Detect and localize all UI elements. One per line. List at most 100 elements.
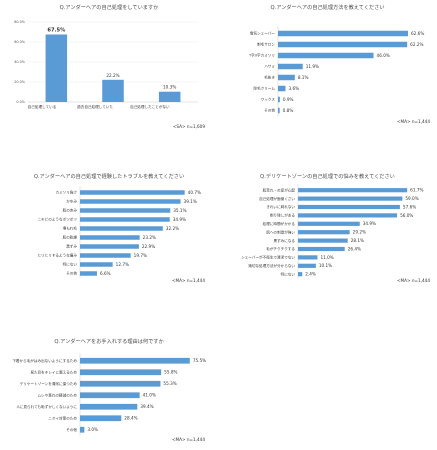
category-label: デリケートゾーンを清潔に保つため — [20, 381, 78, 386]
bar-value-label: 26.4% — [348, 246, 361, 251]
category-label: 肌の赤み — [63, 208, 78, 213]
y-tick-label: 60.0% — [14, 40, 26, 44]
bar — [80, 226, 163, 231]
chart-title: Q.デリケートゾーンの自己処理での悩みを教えてください — [260, 172, 395, 180]
category-label: 特にない — [281, 271, 296, 276]
bar-value-label: 34.9% — [173, 217, 186, 222]
category-label: ワックス — [261, 97, 276, 102]
bar — [80, 415, 122, 422]
bar-value-label: 29.2% — [353, 230, 366, 235]
bar — [80, 208, 171, 213]
bar — [298, 238, 348, 243]
bar — [278, 52, 374, 59]
bar-value-label: 8.1% — [298, 75, 309, 80]
bar — [80, 357, 190, 364]
bar — [278, 96, 280, 103]
bar-value-label: 62.2% — [410, 42, 423, 47]
bar — [298, 213, 398, 218]
category-label: その他 — [66, 427, 77, 432]
bar-value-label: 10.1% — [319, 263, 332, 268]
bar-value-label: 46.0% — [377, 53, 390, 58]
category-label: シェーバーが不衛生で清潔でない — [241, 255, 295, 260]
bar-value-label: 19.7% — [134, 253, 147, 258]
bar-value-label: 35.1% — [173, 208, 186, 213]
sample-note: <MA> n=1,444 — [172, 437, 205, 442]
y-tick-label: 40.0% — [14, 60, 26, 64]
bar — [278, 74, 295, 81]
category-label: ハサミ — [264, 64, 275, 69]
bar-value-label: 59.0% — [405, 196, 418, 201]
bar-value-label: 11.9% — [306, 64, 319, 69]
bar — [80, 426, 85, 433]
bar-value-label: 61.7% — [410, 188, 423, 193]
category-label: ヒリヒリするような痛み — [37, 253, 77, 258]
bar-value-label: 32.2% — [166, 226, 179, 231]
category-label: T字/I字カミソリ — [248, 53, 275, 58]
category-label: ニキビのようなポツポツ — [37, 217, 77, 222]
bar — [298, 221, 360, 226]
bar — [80, 403, 138, 410]
bar — [278, 41, 408, 48]
bar — [158, 91, 181, 102]
bar — [298, 255, 318, 260]
bar-value-label: 3.0% — [87, 427, 98, 432]
bar — [298, 196, 403, 201]
bar-value-label: 22.9% — [142, 244, 155, 249]
chart-1: Q.アンダーヘアの自己処理をしていますか 0.0% 20.0% 40.0% 60.0% 8… — [14, 3, 205, 129]
category-label: 肌への刺激が強い — [266, 229, 295, 234]
category-label: 毛がチクチクする — [266, 246, 295, 251]
category-label: 処理に時間がかかる — [263, 221, 296, 226]
bar-value-label: 23.2% — [143, 235, 156, 240]
category-label: 下着から毛がはみ出ないようにするため — [12, 358, 77, 363]
category-label: 適切な処理方法が分からない — [248, 263, 295, 268]
bar-value-label: 0.8% — [283, 108, 294, 113]
y-tick-label: 20.0% — [14, 80, 26, 84]
category-label: 黒ずみ — [66, 244, 77, 249]
sample-note: <MA> n=1,444 — [172, 278, 205, 283]
chart-title: Q.アンダーヘアの自己処理をしていますか — [60, 3, 159, 11]
bar — [298, 272, 303, 277]
chart-title: Q.アンダーヘアをお手入れする理由は何ですか — [54, 337, 163, 345]
bar-value-label: 41.0% — [143, 393, 156, 398]
bar-value-label: 28.4% — [124, 416, 137, 421]
bar-value-label: 55.3% — [163, 381, 176, 386]
sample-note: <MA> n=1,444 — [397, 119, 430, 124]
category-label: 剃毛サロン — [257, 42, 275, 47]
bar — [80, 369, 162, 376]
sample-note: <MA> n=1,444 — [397, 278, 430, 283]
bar — [80, 262, 113, 267]
bar-value-label: 11.0% — [320, 255, 333, 260]
bar-value-label: 34.9% — [363, 221, 376, 226]
x-tick-label: 自己処理したことがない — [130, 104, 170, 109]
y-tick-label: 80.0% — [14, 20, 26, 24]
bar-value-label: 28.1% — [351, 238, 364, 243]
category-label: その他 — [66, 271, 77, 276]
bar — [298, 246, 345, 252]
category-label: ニオイ対策のため — [48, 415, 77, 420]
bar — [80, 244, 139, 249]
sample-note: <SA> n=1,609 — [173, 124, 205, 129]
bar-value-label: 56.0% — [400, 213, 413, 218]
bar-value-label: 0.9% — [283, 97, 294, 102]
bar-value-label: 62.6% — [411, 31, 424, 36]
chart-title: Q.アンダーヘアの自己処理で経験したトラブルを教えてください — [34, 172, 184, 180]
bar — [278, 85, 286, 92]
category-label: 特にない — [63, 262, 78, 267]
y-tick-label: 0.0% — [16, 100, 25, 104]
bar-value-label: 55.8% — [164, 370, 177, 375]
bar — [298, 230, 350, 235]
x-tick-label: 過去自己処理していた — [77, 104, 113, 109]
bar-value-label: 2.4% — [305, 272, 316, 277]
bar-value-label: 12.7% — [116, 262, 129, 267]
category-label: 剃り残しがある — [270, 213, 296, 218]
bar-value-label: 39.1% — [184, 199, 197, 204]
category-label: ムレや蒸れの軽減のため — [37, 392, 77, 397]
chart-title: Q.アンダーヘアの自己処理方法を教えてください — [270, 3, 384, 11]
bar — [45, 34, 68, 102]
bar-value-label: 22.2% — [106, 73, 119, 78]
category-label: 自己処理が面倒くさい — [259, 196, 295, 201]
category-label: 黒ずみになる — [273, 238, 295, 243]
bar-value-label: 3.6% — [288, 86, 299, 91]
